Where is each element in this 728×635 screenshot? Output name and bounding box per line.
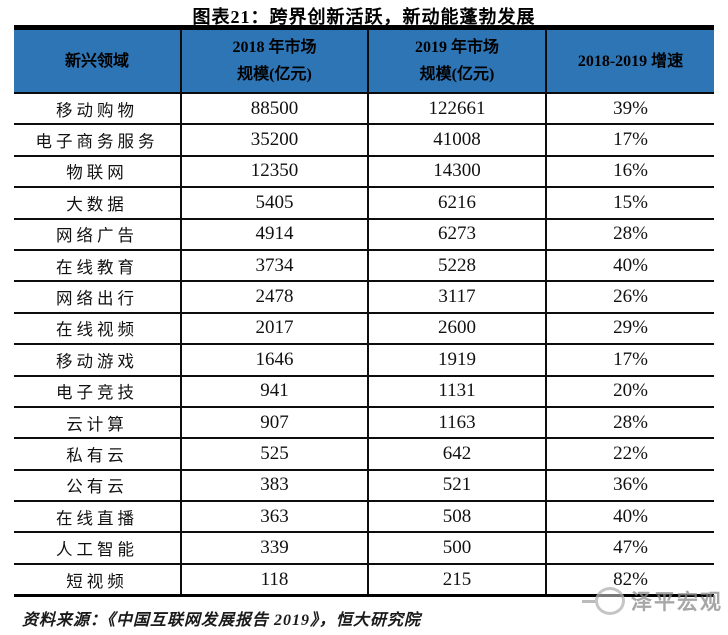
source-note: 资料来源：《中国互联网发展报告 2019》，恒大研究院: [22, 612, 422, 629]
cell-field: 移动游戏: [14, 344, 182, 377]
cell-2018-size: 88500: [181, 93, 369, 126]
cell-2018-size: 525: [181, 438, 369, 471]
figure-title: 图表21：跨界创新活跃，新动能蓬勃发展: [192, 7, 536, 27]
cell-2018-size: 2478: [181, 281, 369, 314]
cell-2018-size: 3734: [181, 249, 369, 283]
cell-2018-size: 35200: [181, 124, 369, 157]
cell-growth: 17%: [546, 124, 714, 157]
cell-2018-size: 907: [181, 406, 369, 440]
header-field: 新兴领域: [14, 30, 182, 94]
cell-2019-size: 215: [368, 563, 547, 598]
header-growth-line1: 2018-2019 增速: [577, 52, 684, 70]
cell-field: 短视频: [14, 563, 182, 598]
cell-2019-size: 5228: [368, 249, 547, 283]
cell-2019-size: 521: [368, 469, 547, 503]
watermark-dash: [582, 599, 598, 603]
cell-field: 网络出行: [14, 281, 182, 314]
cell-2019-size: 1131: [368, 375, 547, 408]
cell-2019-size: 642: [368, 438, 547, 471]
cell-growth: 36%: [546, 469, 714, 503]
table-row: 移动购物 88500 122661 39%: [14, 93, 714, 126]
table-row: 人工智能 339 500 47%: [14, 532, 714, 565]
cell-2019-size: 1919: [368, 344, 547, 377]
cell-growth: 47%: [546, 532, 714, 565]
table-row: 移动游戏 1646 1919 17%: [14, 344, 714, 377]
cell-field: 在线教育: [14, 249, 182, 283]
cell-field: 私有云: [14, 438, 182, 471]
cell-2018-size: 118: [181, 563, 369, 598]
table-row: 大数据 5405 6216 15%: [14, 187, 714, 220]
cell-field: 移动购物: [14, 93, 182, 126]
cell-growth: 16%: [546, 155, 714, 189]
table-row: 电子竞技 941 1131 20%: [14, 375, 714, 408]
cell-2019-size: 3117: [368, 281, 547, 314]
cell-2018-size: 383: [181, 469, 369, 503]
header-row: 新兴领域 2018 年市场 规模(亿元) 2019 年市场 规模(亿元) 201…: [14, 30, 714, 94]
header-2019-line2: 规模(亿元): [419, 66, 495, 83]
table-row: 在线视频 2017 2600 29%: [14, 312, 714, 346]
table-container: 新兴领域 2018 年市场 规模(亿元) 2019 年市场 规模(亿元) 201…: [14, 25, 714, 598]
cell-2019-size: 6216: [368, 187, 547, 220]
cell-growth: 39%: [546, 93, 714, 126]
header-2018-line1: 2018 年市场: [232, 39, 317, 56]
table-row: 网络出行 2478 3117 26%: [14, 281, 714, 314]
cell-2018-size: 1646: [181, 344, 369, 377]
cell-growth: 15%: [546, 187, 714, 220]
cell-2018-size: 339: [181, 532, 369, 565]
cell-field: 人工智能: [14, 532, 182, 565]
table-row: 云计算 907 1163 28%: [14, 406, 714, 440]
header-2018-line2: 规模(亿元): [237, 66, 312, 83]
cell-field: 在线视频: [14, 312, 182, 346]
cell-growth: 17%: [546, 344, 714, 377]
table-row: 网络广告 4914 6273 28%: [14, 218, 714, 251]
cell-2019-size: 2600: [368, 312, 547, 346]
top-rule: [14, 25, 714, 30]
cell-growth: 20%: [546, 375, 714, 408]
table-row: 私有云 525 642 22%: [14, 438, 714, 471]
data-table: 新兴领域 2018 年市场 规模(亿元) 2019 年市场 规模(亿元) 201…: [14, 30, 714, 598]
table-body: 移动购物 88500 122661 39% 电子商务服务 35200 41008 17% 物联网…: [14, 93, 714, 598]
cell-2018-size: 5405: [181, 187, 369, 220]
cell-field: 大数据: [14, 187, 182, 220]
cell-field: 电子竞技: [14, 375, 182, 408]
cell-2018-size: 941: [181, 375, 369, 408]
cell-growth: 22%: [546, 438, 714, 471]
cell-2019-size: 6273: [368, 218, 547, 251]
cell-growth: 40%: [546, 501, 714, 534]
cell-growth: 26%: [546, 281, 714, 314]
header-growth: 2018-2019 增速: [545, 30, 714, 94]
cell-growth: 82%: [546, 563, 714, 598]
table-row: 物联网 12350 14300 16%: [14, 155, 714, 189]
cell-field: 云计算: [14, 406, 182, 440]
cell-2018-size: 12350: [181, 155, 369, 189]
cell-growth: 28%: [546, 218, 714, 251]
header-2019-size: 2019 年市场 规模(亿元): [367, 30, 547, 94]
cell-2019-size: 14300: [368, 155, 547, 189]
cell-2019-size: 508: [368, 501, 547, 534]
cell-2019-size: 500: [368, 532, 547, 565]
cell-field: 物联网: [14, 155, 182, 189]
table-header: 新兴领域 2018 年市场 规模(亿元) 2019 年市场 规模(亿元) 201…: [14, 30, 714, 94]
cell-growth: 29%: [546, 312, 714, 346]
cell-2018-size: 2017: [181, 312, 369, 346]
cell-2019-size: 1163: [368, 406, 547, 440]
table-row: 公有云 383 521 36%: [14, 469, 714, 503]
cell-field: 公有云: [14, 469, 182, 503]
header-field-line1: 新兴领域: [64, 52, 129, 70]
cell-2019-size: 41008: [368, 124, 547, 157]
cell-2019-size: 122661: [368, 93, 547, 126]
header-2019-line1: 2019 年市场: [414, 39, 499, 56]
cell-field: 网络广告: [14, 218, 182, 251]
cell-field: 电子商务服务: [14, 124, 182, 157]
cell-growth: 28%: [546, 406, 714, 440]
cell-2018-size: 4914: [181, 218, 369, 251]
table-row: 电子商务服务 35200 41008 17%: [14, 124, 714, 157]
cell-field: 在线直播: [14, 501, 182, 534]
table-row: 在线教育 3734 5228 40%: [14, 249, 714, 283]
header-2018-size: 2018 年市场 规模(亿元): [180, 30, 369, 94]
table-row: 短视频 118 215 82%: [14, 563, 714, 598]
cell-2018-size: 363: [181, 501, 369, 534]
table-row: 在线直播 363 508 40%: [14, 501, 714, 534]
cell-growth: 40%: [546, 249, 714, 283]
